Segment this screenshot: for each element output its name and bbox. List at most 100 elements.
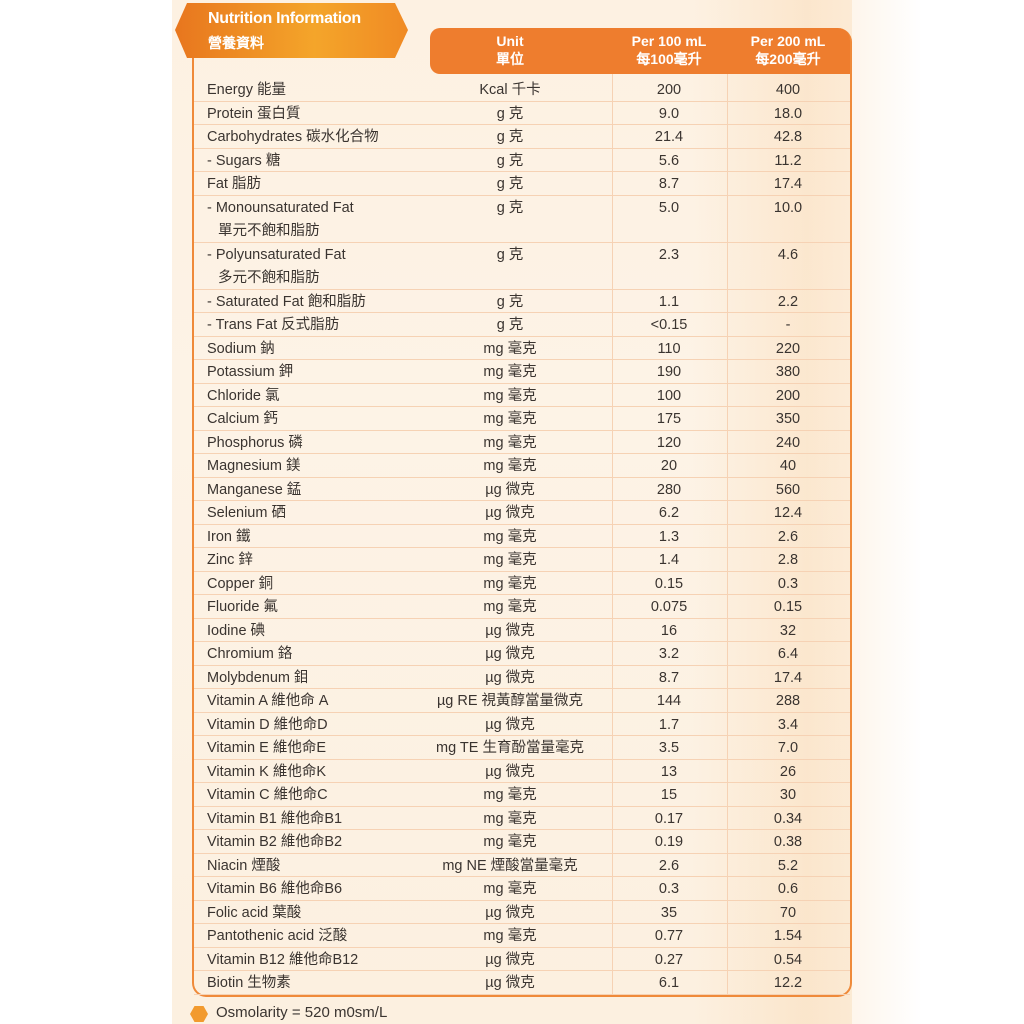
table-row: Calcium 鈣 mg 毫克 175 350 [194, 407, 850, 431]
hexagon-bullet-icon [190, 1006, 208, 1022]
header-unit-en: Unit [496, 33, 524, 49]
table-row: Vitamin B2 維他命B2 mg 毫克 0.19 0.38 [194, 830, 850, 854]
header-per100: Per 100 mL 每100毫升 [610, 32, 728, 68]
per200-value: 0.3 [777, 575, 799, 592]
nutrient-name: Molybdenum 鉬 [207, 669, 309, 686]
unit-cell: mg 毫克 [483, 458, 537, 474]
per200-value: 350 [775, 411, 801, 427]
nutrient-name: Vitamin C 維他命C [207, 787, 328, 803]
per200-value: 7.0 [777, 740, 799, 756]
header-unit: Unit 單位 [430, 32, 590, 68]
per100-value: 8.7 [658, 669, 680, 686]
nutrient-name: Iron 鐵 [207, 528, 251, 545]
per200-value: 70 [779, 904, 797, 921]
table-row: Carbohydrates 碳水化合物 g 克 21.4 42.8 [194, 125, 850, 149]
unit-cell: µg 微克 [485, 481, 535, 498]
unit-cell: µg 微克 [485, 975, 535, 991]
unit-cell: µg 微克 [485, 904, 535, 921]
unit-cell: µg 微克 [485, 646, 535, 662]
table-row: Iron 鐵 mg 毫克 1.3 2.6 [194, 525, 850, 548]
per100-value: 144 [656, 693, 682, 709]
nutrient-name: Biotin 生物素 [207, 975, 291, 991]
nutrient-name: Vitamin B6 維他命B6 [207, 881, 343, 897]
per200-value: 2.2 [777, 293, 799, 310]
per100-value: 9.0 [658, 105, 680, 122]
per100-value: 2.6 [658, 857, 680, 874]
per200-value: 0.15 [773, 599, 803, 615]
column-divider [727, 74, 728, 995]
nutrient-name: - Trans Fat 反式脂肪 [207, 317, 340, 333]
per100-value: 0.77 [654, 928, 684, 944]
per200-value: 32 [779, 622, 797, 639]
per200-value: 17.4 [773, 669, 803, 686]
unit-cell: mg 毫克 [483, 364, 537, 380]
per200-value: 400 [775, 82, 801, 98]
per200-value: 10.0 [773, 199, 803, 216]
table-row: Iodine 碘 µg 微克 16 32 [194, 619, 850, 642]
table-row: - Polyunsaturated Fat 多元不飽和脂肪 g 克 2.3 4.6 [194, 243, 850, 290]
nutrient-name: Sodium 鈉 [207, 340, 275, 357]
per200-value: 0.38 [773, 834, 803, 850]
unit-cell: µg 微克 [485, 622, 535, 639]
unit-cell: mg 毫克 [483, 552, 537, 568]
table-row: - Saturated Fat 飽和脂肪 g 克 1.1 2.2 [194, 290, 850, 313]
title-chinese: 營養資料 [208, 35, 264, 51]
table-row: Fluoride 氟 mg 毫克 0.075 0.15 [194, 595, 850, 619]
table-row: Copper 銅 mg 毫克 0.15 0.3 [194, 572, 850, 595]
nutrient-name: - Saturated Fat 飽和脂肪 [207, 293, 366, 310]
per200-value: 0.6 [777, 881, 799, 897]
table-row: Fat 脂肪 g 克 8.7 17.4 [194, 172, 850, 196]
header-per100-zh: 每100毫升 [636, 51, 702, 67]
unit-cell: mg 毫克 [483, 599, 537, 615]
table-row: Vitamin A 維他命 A µg RE 視黃醇當量微克 144 288 [194, 689, 850, 713]
per100-value: 175 [656, 411, 682, 427]
per200-value: 17.4 [773, 176, 803, 192]
per200-value: 12.4 [773, 505, 803, 521]
table-row: Vitamin C 維他命C mg 毫克 15 30 [194, 783, 850, 807]
unit-cell: µg RE 視黃醇當量微克 [436, 693, 584, 709]
table-row: - Sugars 糖 g 克 5.6 11.2 [194, 149, 850, 172]
title-english: Nutrition Information [208, 10, 361, 27]
unit-cell: mg 毫克 [483, 810, 537, 827]
per100-value: 110 [657, 340, 681, 357]
nutrient-name: Manganese 錳 [207, 481, 302, 498]
table-row: Vitamin B12 維他命B12 µg 微克 0.27 0.54 [194, 948, 850, 971]
nutrient-name: Chromium 鉻 [207, 646, 293, 662]
unit-cell: mg TE 生育酚當量毫克 [436, 740, 584, 756]
nutrient-name: Pantothenic acid 泛酸 [207, 928, 348, 944]
table-row: - Monounsaturated Fat 單元不飽和脂肪 g 克 5.0 10.0 [194, 196, 850, 243]
per100-value: 200 [656, 82, 682, 98]
per100-value: 15 [660, 787, 678, 803]
unit-cell: mg 毫克 [483, 528, 537, 545]
table-row: Protein 蛋白質 g 克 9.0 18.0 [194, 102, 850, 125]
per200-value: 12.2 [773, 975, 803, 991]
unit-cell: mg 毫克 [483, 434, 537, 451]
per100-value: 1.3 [658, 528, 680, 545]
per200-value: 380 [775, 364, 801, 380]
table-row: Biotin 生物素 µg 微克 6.1 12.2 [194, 971, 850, 995]
unit-cell: µg 微克 [485, 669, 535, 686]
nutrient-name: Chloride 氯 [207, 387, 280, 404]
table-row: Sodium 鈉 mg 毫克 110 220 [194, 337, 850, 360]
table-header: Unit 單位 Per 100 mL 每100毫升 Per 200 mL 每200毫升 [430, 28, 850, 74]
per200-value: 30 [779, 787, 797, 803]
per100-value: 0.19 [654, 834, 684, 850]
unit-cell: mg 毫克 [483, 340, 537, 357]
header-per200-en: Per 200 mL [750, 33, 826, 49]
per200-value: 2.6 [777, 528, 799, 545]
per100-value: 3.5 [658, 740, 680, 756]
per100-value: 1.4 [658, 552, 680, 568]
table-row: Vitamin K 維他命K µg 微克 13 26 [194, 760, 850, 783]
per100-value: 5.6 [658, 152, 680, 169]
nutrient-name: Vitamin K 維他命K [207, 763, 326, 780]
unit-cell: g 克 [496, 129, 524, 145]
unit-cell: mg 毫克 [483, 928, 537, 944]
per100-value: 35 [660, 904, 678, 921]
nutrient-name: Magnesium 鎂 [207, 458, 301, 474]
unit-cell: Kcal 千卡 [479, 82, 541, 98]
osmolarity-note: Osmolarity = 520 m0sm/L [216, 1004, 388, 1021]
table-row: Vitamin B6 維他命B6 mg 毫克 0.3 0.6 [194, 877, 850, 901]
nutrient-name: Protein 蛋白質 [207, 105, 301, 122]
per100-value: 0.3 [658, 881, 680, 897]
nutrient-name: Niacin 煙酸 [207, 857, 281, 874]
